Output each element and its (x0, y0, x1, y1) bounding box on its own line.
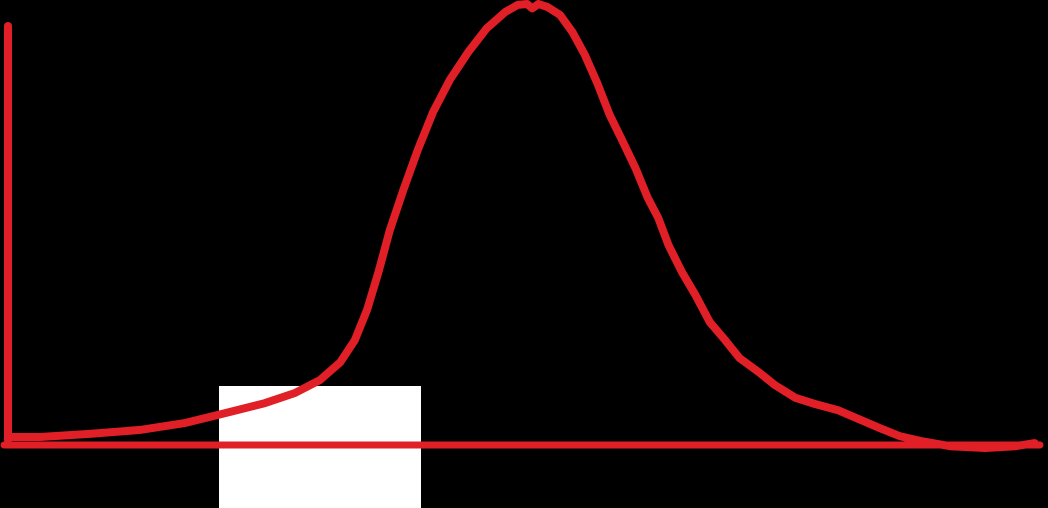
distribution-curve (6, 0, 1039, 452)
